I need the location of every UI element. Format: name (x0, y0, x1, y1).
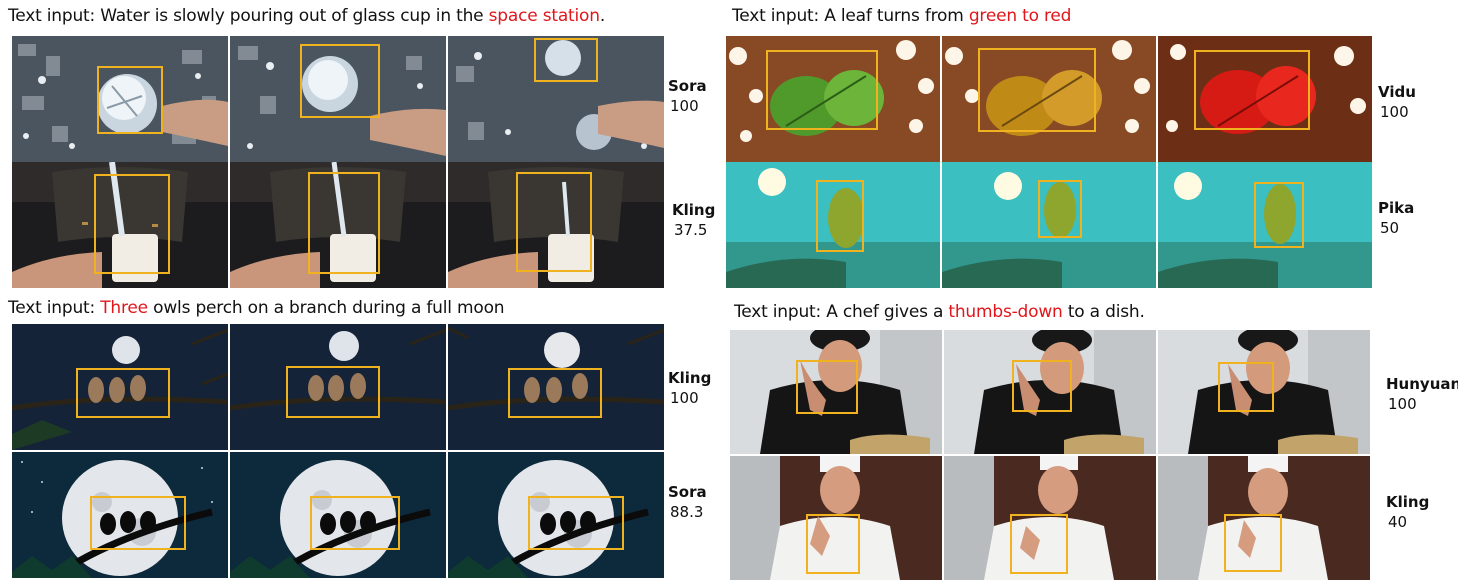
model-score: 100 (1388, 395, 1417, 414)
bbox (978, 48, 1096, 132)
bbox (508, 368, 602, 418)
model-score: 40 (1388, 513, 1408, 532)
bbox (1254, 182, 1304, 248)
caption-leaf: Text input: A leaf turns from green to r… (732, 6, 1071, 26)
video-frame (448, 452, 664, 578)
video-frame (726, 162, 940, 288)
bbox (286, 366, 380, 418)
video-frame (1158, 330, 1370, 454)
caption-highlight: green to red (968, 6, 1072, 26)
caption-text: to a dish. (1062, 302, 1145, 322)
bbox (766, 50, 878, 130)
video-frame (230, 452, 446, 578)
model-name: Pika (1378, 199, 1415, 217)
caption-text: Text input: (8, 298, 101, 318)
video-frame (12, 324, 228, 450)
video-frame (730, 456, 942, 580)
caption-text: . (599, 6, 606, 26)
model-label: Kling 40 (1386, 492, 1429, 533)
model-name: Hunyuan (1386, 375, 1458, 393)
caption-text: Text input: Water is slowly pouring out … (8, 6, 489, 26)
bbox (806, 514, 860, 574)
video-frame (448, 36, 664, 162)
bbox (97, 66, 163, 134)
bbox (90, 496, 186, 550)
bbox (1224, 514, 1282, 572)
video-frame (730, 330, 942, 454)
bbox (534, 38, 598, 82)
frame-row-leaf-vidu (726, 36, 1372, 162)
caption-owls: Text input: Three owls perch on a branch… (8, 298, 505, 318)
frame-row-leaf-pika (726, 162, 1372, 288)
model-score: 100 (670, 389, 699, 408)
model-label: Kling 37.5 (672, 200, 715, 241)
model-name: Kling (672, 201, 716, 219)
video-frame (448, 324, 664, 450)
bbox (528, 496, 624, 550)
frame-row-chef-hunyuan (730, 330, 1370, 454)
caption-water: Text input: Water is slowly pouring out … (8, 6, 605, 26)
bbox (76, 368, 170, 418)
frame-row-chef-kling (730, 456, 1370, 580)
model-label: Pika 50 (1378, 198, 1414, 239)
video-frame (1158, 456, 1370, 580)
caption-text: owls perch on a branch during a full moo… (147, 298, 505, 318)
video-frame (942, 36, 1156, 162)
bbox (1012, 360, 1072, 412)
bbox (1038, 180, 1082, 238)
model-score: 37.5 (674, 221, 708, 240)
bbox (94, 174, 170, 274)
caption-highlight: space station (488, 6, 600, 26)
model-label: Vidu 100 (1378, 82, 1416, 123)
video-frame (12, 162, 228, 288)
bbox (816, 180, 864, 252)
frame-row-water-sora (12, 36, 664, 162)
caption-text: Text input: A leaf turns from (732, 6, 969, 26)
video-frame (944, 456, 1156, 580)
bbox (796, 360, 858, 414)
bbox (308, 172, 380, 274)
model-label: Sora 88.3 (668, 482, 707, 523)
frame-row-owls-sora (12, 452, 664, 578)
bbox (1010, 514, 1068, 574)
video-frame (726, 36, 940, 162)
model-score: 100 (670, 97, 699, 116)
model-score: 88.3 (670, 503, 704, 522)
bbox (1194, 50, 1310, 130)
model-label: Hunyuan 100 (1386, 374, 1458, 415)
video-frame (942, 162, 1156, 288)
model-label: Kling 100 (668, 368, 711, 409)
model-name: Sora (668, 77, 707, 95)
video-frame (12, 452, 228, 578)
caption-text: Text input: A chef gives a (734, 302, 949, 322)
bbox (310, 496, 400, 550)
bbox (300, 44, 380, 118)
frame-row-water-kling (12, 162, 664, 288)
video-frame (448, 162, 664, 288)
bbox (1218, 362, 1274, 412)
video-frame (1158, 162, 1372, 288)
caption-chef: Text input: A chef gives a thumbs-down t… (734, 302, 1145, 322)
video-frame (1158, 36, 1372, 162)
video-frame (230, 36, 446, 162)
model-score: 50 (1380, 219, 1400, 238)
model-label: Sora 100 (668, 76, 707, 117)
caption-highlight: Three (100, 298, 148, 318)
video-frame (12, 36, 228, 162)
caption-highlight: thumbs-down (948, 302, 1063, 322)
video-frame (230, 162, 446, 288)
model-name: Kling (668, 369, 712, 387)
model-score: 100 (1380, 103, 1409, 122)
video-frame (230, 324, 446, 450)
model-name: Kling (1386, 493, 1430, 511)
frame-row-owls-kling (12, 324, 664, 450)
video-frame (944, 330, 1156, 454)
bbox (516, 172, 592, 272)
model-name: Vidu (1378, 83, 1416, 101)
model-name: Sora (668, 483, 707, 501)
